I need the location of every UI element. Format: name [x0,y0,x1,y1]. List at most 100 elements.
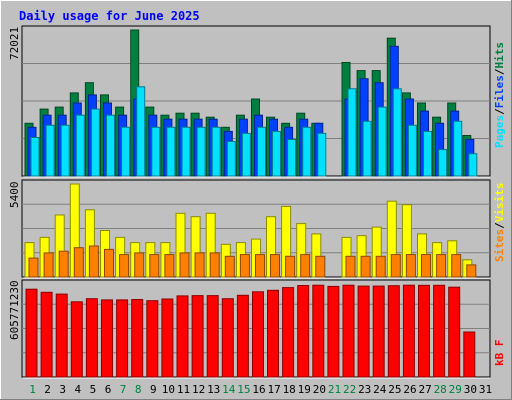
bar-pages-day-1 [30,137,40,177]
bar-sites-day-5 [88,245,99,278]
bar-pages-day-5 [90,108,100,177]
bar-pages-day-23 [362,120,372,177]
bar-sites-day-11 [179,252,190,278]
legend-bottom: kB F [493,340,506,367]
bar-kb-f-day-13 [206,295,219,378]
bar-pages-day-4 [75,114,85,177]
legend-top: Pages/Files/Hits [493,42,506,148]
bar-sites-day-23 [360,255,371,278]
bar-kb-f-day-2 [40,291,53,378]
day-label-31: 31 [479,383,492,396]
bar-sites-day-12 [194,252,205,278]
bar-kb-f-day-24 [372,285,385,378]
legend-sites: Sites [493,229,506,262]
bar-kb-f-day-5 [85,298,98,378]
day-label-30: 30 [464,383,477,396]
bar-kb-f-day-30 [463,331,476,378]
bar-sites-day-4 [73,247,84,278]
bar-pages-day-18 [287,139,297,177]
day-label-16: 16 [252,383,265,396]
bar-pages-day-26 [407,124,417,177]
bar-pages-day-3 [60,124,70,177]
panel-visits-sites [21,179,491,279]
bar-kb-f-day-1 [25,288,38,378]
legend-sep-3: / [493,222,506,229]
bar-kb-f-day-8 [131,299,144,378]
day-label-1: 1 [29,383,36,396]
bar-kb-f-day-28 [433,284,446,378]
bar-kb-f-day-18 [282,287,295,378]
bar-sites-day-6 [104,248,114,278]
legend-kbytes: kB F [493,340,506,367]
bar-sites-day-10 [164,254,175,278]
bar-pages-day-30 [468,153,478,177]
bar-pages-day-6 [106,114,115,177]
bar-sites-day-9 [149,254,160,278]
bar-kb-f-day-17 [267,289,279,378]
day-label-9: 9 [150,383,157,396]
bar-sites-day-16 [255,254,265,278]
bar-pages-day-29 [453,120,463,177]
bar-sites-day-18 [285,255,296,278]
day-label-17: 17 [267,383,280,396]
bar-sites-day-29 [451,254,462,278]
bar-pages-day-12 [196,126,206,177]
bar-pages-day-16 [257,126,266,177]
bar-kb-f-day-12 [191,295,204,378]
bar-sites-day-1 [28,257,39,278]
bar-pages-day-25 [392,88,402,177]
bar-kb-f-day-14 [221,298,234,378]
chart-title: Daily usage for June 2025 [19,9,200,23]
day-label-26: 26 [403,383,416,396]
bar-sites-day-19 [300,254,311,278]
bar-pages-day-14 [226,141,236,177]
day-label-12: 12 [192,383,205,396]
bar-kb-f-day-20 [312,284,325,378]
panel-hits-files-pages [21,25,491,178]
bar-kb-f-day-4 [70,301,83,378]
day-label-21: 21 [328,383,341,396]
day-label-25: 25 [388,383,401,396]
day-label-6: 6 [105,383,112,396]
bar-kb-f-day-29 [448,286,461,378]
bar-kb-f-day-25 [387,285,400,378]
day-label-14: 14 [222,383,236,396]
legend-sep-1: / [493,108,506,115]
bar-sites-day-7 [119,254,130,278]
bar-pages-day-15 [241,132,251,177]
day-label-10: 10 [162,383,175,396]
day-label-22: 22 [343,383,356,396]
day-label-24: 24 [373,383,387,396]
bar-pages-day-2 [45,124,55,177]
bar-kb-f-day-9 [146,300,159,378]
bar-pages-day-22 [347,88,357,177]
bar-kb-f-day-26 [402,284,415,378]
bar-pages-day-24 [377,106,387,177]
legend-middle: Sites/Visits [493,183,506,263]
bar-kb-f-day-6 [101,299,113,378]
y-max-label-middle: 5400 [8,182,21,209]
bar-sites-day-20 [315,255,326,278]
bar-kb-f-day-23 [357,285,370,378]
bar-pages-day-17 [272,130,281,177]
legend-visits: Visits [493,183,506,223]
x-axis-day-labels: 1 2 3 4 5 6 7 8 9 10 11 12 13 14 15 16 17 18 19 20 21 22 23 24 2… [29,383,492,396]
legend-files: Files [493,75,506,108]
day-label-15: 15 [237,383,250,396]
y-max-label-bottom: 605771230 [8,280,21,340]
bar-pages-day-13 [211,126,221,177]
day-label-19: 19 [298,383,311,396]
day-label-18: 18 [283,383,296,396]
bar-pages-day-19 [302,126,312,177]
day-label-11: 11 [177,383,190,396]
bar-sites-day-24 [375,255,386,278]
bar-sites-day-25 [390,254,401,278]
bar-kb-f-day-3 [55,293,68,378]
bar-sites-day-3 [58,250,69,278]
legend-pages: Pages [493,115,506,148]
y-max-label-top: 72021 [8,27,21,60]
day-label-7: 7 [120,383,127,396]
bar-sites-day-17 [270,254,280,278]
day-label-4: 4 [74,383,81,396]
bar-sites-day-22 [345,255,356,278]
